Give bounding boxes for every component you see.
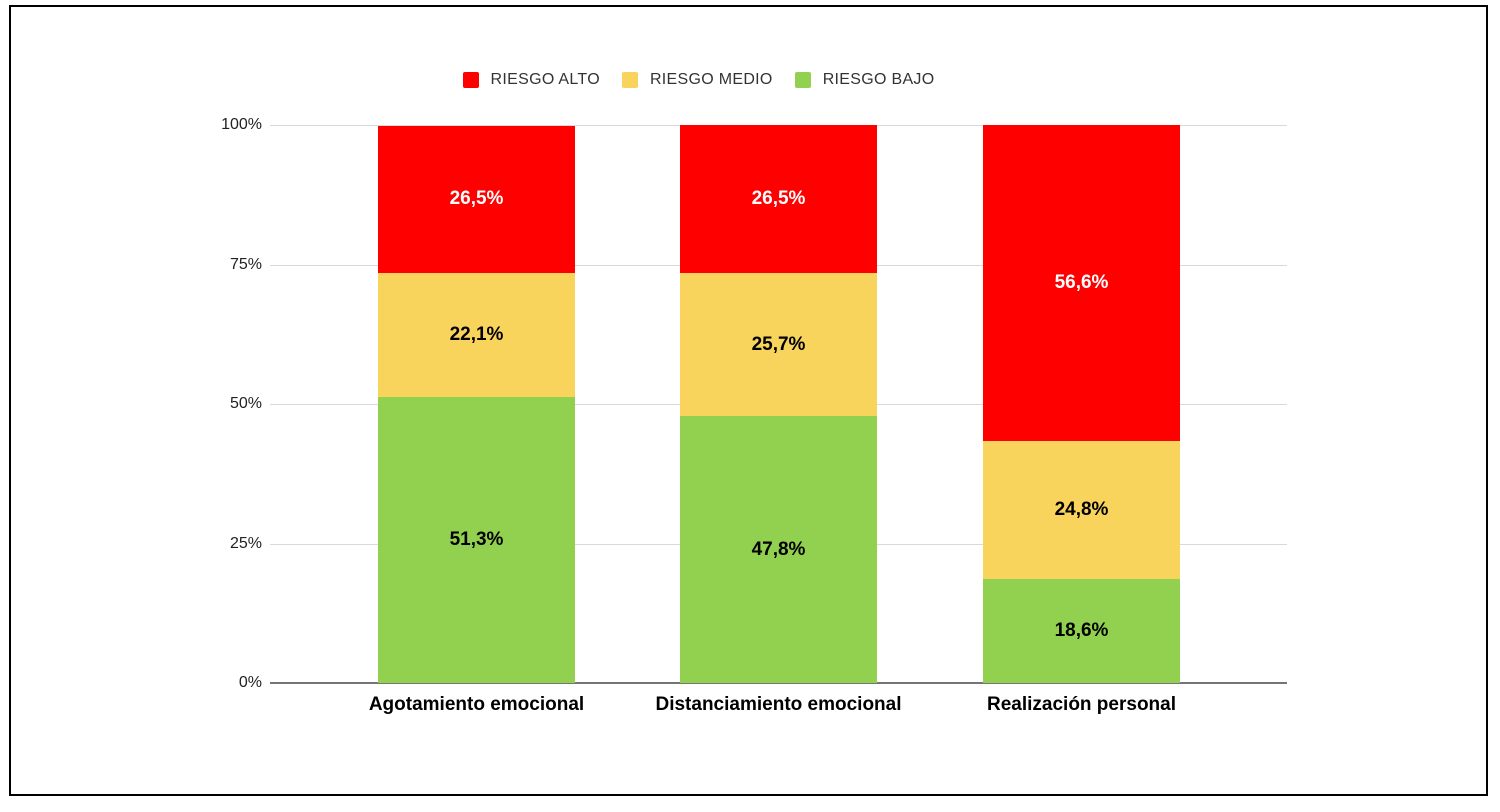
legend-item-riesgo-medio: RIESGO MEDIO [621,71,773,89]
y-tick-label-50: 50% [229,395,262,412]
y-tick-label-0: 0% [238,674,262,691]
bar-segment-riesgo-bajo: 47,8% [680,416,877,683]
y-tick-label-75: 75% [229,255,262,273]
segment-value-label: 26,5% [449,188,504,210]
segment-value-label: 25,7% [751,333,806,355]
category-label-3: Realización personal [986,694,1177,715]
y-tick-label-25: 25% [229,534,262,552]
segment-value-label: 22,1% [449,324,504,346]
chart-frame: RIESGO ALTO RIESGO MEDIO RIESGO BAJO 0% 2… [9,5,1488,796]
bar-segment-riesgo-alto: 56,6% [983,125,1180,441]
bar-segment-riesgo-alto: 26,5% [680,125,877,273]
bar-segment-riesgo-medio: 24,8% [983,440,1180,580]
legend-item-riesgo-bajo: RIESGO BAJO [794,71,935,89]
bar-1: 51,3% 22,1% 26,5% [378,7,575,683]
legend-label-riesgo-bajo: RIESGO BAJO [822,71,935,88]
legend-item-riesgo-alto: RIESGO ALTO [462,71,600,89]
segment-value-label: 51,3% [449,528,504,550]
bar-segment-riesgo-bajo: 18,6% [983,579,1180,683]
legend-label-riesgo-medio: RIESGO MEDIO [649,71,773,88]
bar-segment-riesgo-medio: 22,1% [378,273,575,397]
category-label-1: Agotamiento emocional [368,694,585,715]
segment-value-label: 18,6% [1054,620,1109,642]
segment-value-label: 26,5% [751,187,806,209]
category-label-2: Distanciamiento emocional [655,694,902,715]
legend-label-riesgo-alto: RIESGO ALTO [490,71,600,88]
bar-segment-riesgo-bajo: 51,3% [378,396,575,683]
legend-swatch-riesgo-bajo-icon [794,72,811,88]
legend-swatch-riesgo-alto-icon [462,72,479,88]
bar-segment-riesgo-medio: 25,7% [680,272,877,417]
bar-2: 47,8% 25,7% 26,5% [680,7,877,683]
y-tick-label-100: 100% [221,116,262,133]
bar-3: 18,6% 24,8% 56,6% [983,7,1180,683]
segment-value-label: 24,8% [1054,499,1109,520]
legend: RIESGO ALTO RIESGO MEDIO RIESGO BAJO [0,71,1436,89]
plot-area: 0% 25% 50% 75% 100% 51,3% 22,1% 26,5% 47,8% 25,7… [11,7,1486,794]
x-axis-baseline [270,682,1287,684]
legend-swatch-riesgo-medio-icon [621,72,638,88]
segment-value-label: 56,6% [1054,271,1109,293]
segment-value-label: 47,8% [751,538,806,560]
bar-segment-riesgo-alto: 26,5% [378,125,575,274]
